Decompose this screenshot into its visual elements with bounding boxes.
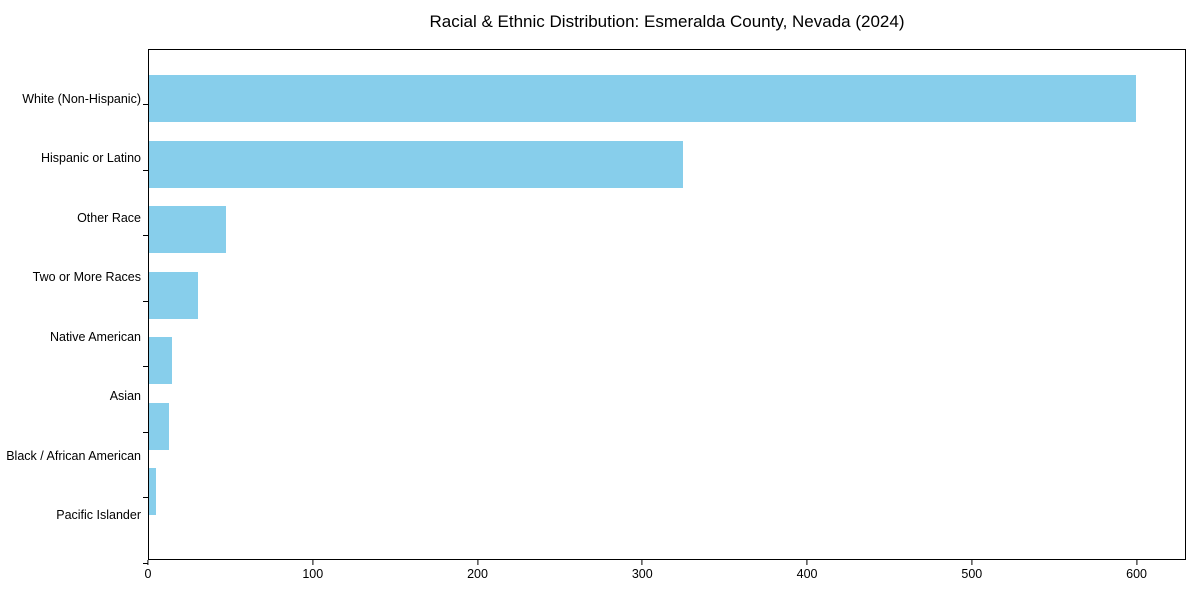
x-tick-label: 600 <box>1126 567 1147 581</box>
category-label: Other Race <box>77 210 141 225</box>
y-tick-mark <box>143 562 148 564</box>
y-axis-labels: White (Non-Hispanic) Hispanic or Latino … <box>0 50 141 580</box>
bar-row <box>143 337 1185 397</box>
bar-two-or-more-races <box>149 271 199 319</box>
bar-asian <box>149 402 169 450</box>
bar-row <box>143 534 1185 594</box>
bar-row <box>143 402 1185 463</box>
category-label: Black / African American <box>6 448 141 463</box>
x-tick-label: 0 <box>144 567 152 581</box>
bar-row <box>143 75 1185 135</box>
bar-row <box>143 468 1185 528</box>
y-tick-mark <box>143 366 148 368</box>
y-tick-mark <box>143 431 148 433</box>
x-tick-mark <box>476 560 479 565</box>
y-tick-mark <box>143 235 148 237</box>
bar-row <box>143 271 1185 332</box>
chart-title: Racial & Ethnic Distribution: Esmeralda … <box>429 12 905 31</box>
x-tick-label: 400 <box>796 567 818 581</box>
y-tick-mark <box>143 169 148 171</box>
category-label: Asian <box>109 389 141 404</box>
x-tick-label: 500 <box>961 567 983 581</box>
bar-hispanic-or-latino <box>149 140 684 188</box>
bar-black-african-american <box>149 468 156 515</box>
x-tick-mark <box>312 560 314 565</box>
bar-native-american <box>149 337 173 384</box>
category-label: White (Non-Hispanic) <box>22 91 141 106</box>
bar-rows <box>143 50 1185 564</box>
x-tick-label: 100 <box>302 567 324 581</box>
bar-row <box>143 206 1185 266</box>
x-tick-mark <box>147 560 149 565</box>
bar-other-race <box>149 206 227 253</box>
y-tick-mark <box>143 497 148 499</box>
category-label: Native American <box>49 329 141 344</box>
plot-area <box>143 49 1186 564</box>
category-label: Pacific Islander <box>56 508 141 523</box>
y-tick-mark <box>143 300 148 302</box>
category-label: Hispanic or Latino <box>40 151 141 166</box>
x-tick-mark <box>806 560 808 565</box>
y-tick-mark <box>143 104 148 106</box>
category-label: Two or More Races <box>32 270 141 285</box>
x-tick-mark <box>1135 560 1138 565</box>
x-tick-mark <box>641 560 643 565</box>
x-tick-label: 300 <box>631 567 653 581</box>
bar-row <box>143 140 1185 201</box>
x-tick-label: 200 <box>467 567 488 581</box>
x-tick-mark <box>971 560 973 565</box>
bar-white-non-hispanic <box>149 75 1136 122</box>
